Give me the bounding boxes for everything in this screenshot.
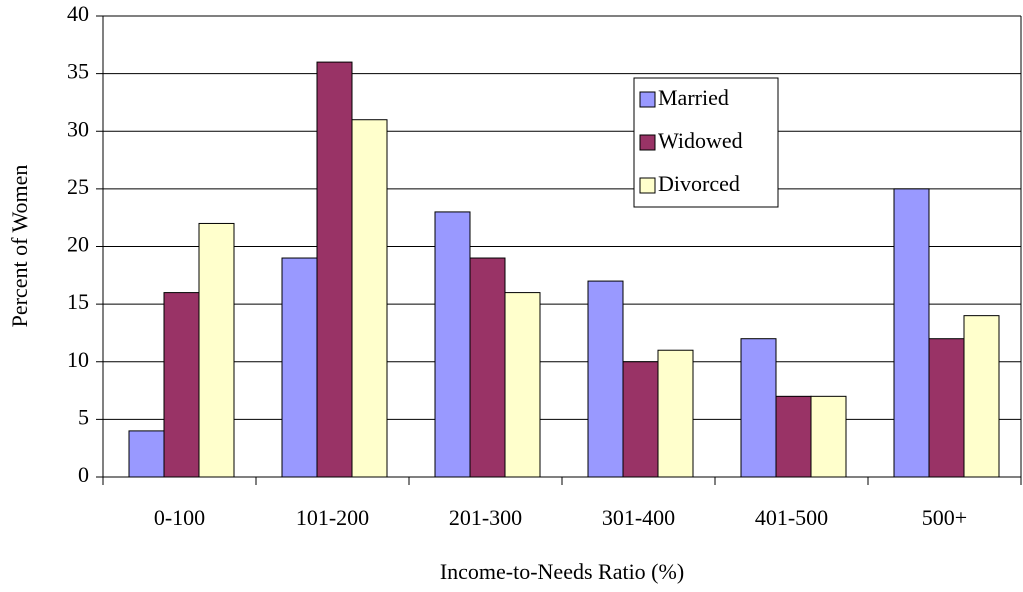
bar (587, 280, 624, 478)
bar (810, 395, 847, 478)
y-axis-title: Percent of Women (7, 165, 32, 328)
legend-box (633, 77, 779, 208)
y-tick-label: 5 (78, 404, 89, 429)
y-tick-label: 40 (67, 1, 89, 26)
legend-swatch (639, 134, 656, 151)
bar (351, 119, 388, 478)
x-tick-label: 201-300 (449, 505, 522, 530)
bar (928, 338, 965, 478)
bar (434, 211, 471, 478)
y-tick-label: 35 (67, 59, 89, 84)
bar (963, 315, 1000, 478)
y-tick-label: 0 (78, 462, 89, 487)
bar (657, 349, 694, 478)
legend-swatch (639, 91, 656, 108)
x-tick-label: 301-400 (602, 505, 675, 530)
bar (504, 292, 541, 478)
y-tick-label: 15 (67, 289, 89, 314)
legend-label: Divorced (658, 171, 740, 196)
legend-swatch (639, 177, 656, 194)
y-tick-label: 20 (67, 232, 89, 257)
bar (281, 257, 318, 478)
bar (893, 188, 930, 478)
bar (622, 361, 659, 478)
bar (740, 338, 777, 478)
y-tick-label: 30 (67, 116, 89, 141)
bar (775, 395, 812, 478)
x-tick-label: 0-100 (154, 505, 205, 530)
legend-label: Married (658, 85, 729, 110)
bar (316, 61, 353, 478)
y-tick-label: 10 (67, 347, 89, 372)
bar (163, 292, 200, 478)
bar (198, 222, 235, 478)
y-tick-label: 25 (67, 174, 89, 199)
bar (469, 257, 506, 478)
legend-label: Widowed (658, 128, 743, 153)
x-axis-title: Income-to-Needs Ratio (%) (440, 559, 684, 584)
x-tick-label: 500+ (922, 505, 967, 530)
x-tick-label: 401-500 (755, 505, 828, 530)
bar (128, 430, 165, 478)
x-tick-label: 101-200 (296, 505, 369, 530)
